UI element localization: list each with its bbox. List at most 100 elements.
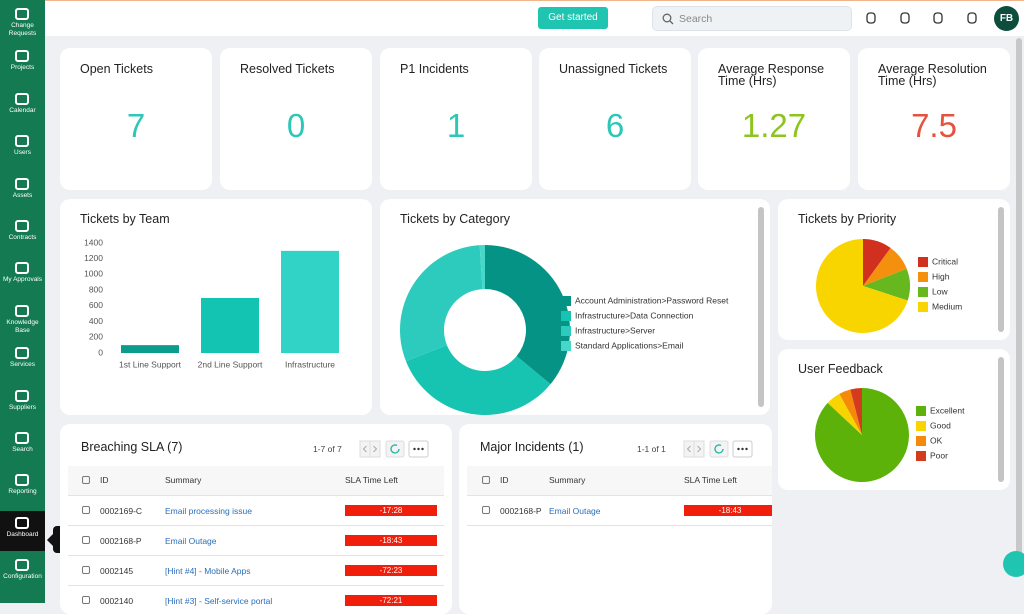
y-tick-label: 800 — [89, 284, 103, 294]
icon-shape — [362, 445, 367, 453]
next-button[interactable] — [693, 440, 705, 458]
nav-item[interactable]: Configuration — [0, 553, 45, 593]
pager-text: 1-1 of 1 — [637, 444, 666, 454]
get-started-button[interactable]: Get started — [538, 7, 608, 29]
nav-item[interactable]: Search — [0, 426, 45, 466]
prev-button[interactable] — [683, 440, 695, 458]
chart: Excellent Good OK Poor — [815, 388, 965, 482]
nav-item[interactable]: Dashboard — [0, 510, 45, 551]
card-scrollbar[interactable] — [998, 207, 1004, 332]
legend-swatch — [916, 421, 926, 431]
icon-shape — [662, 13, 672, 23]
chart-card: Tickets by Team 0 200 400 600 800 1000 1200 1400… — [60, 199, 372, 415]
icon-shape — [15, 304, 29, 317]
icon-shape — [967, 12, 977, 24]
refresh-button[interactable] — [709, 440, 729, 458]
nav-item[interactable]: Assets — [0, 172, 45, 212]
slice — [400, 245, 483, 362]
nav-item[interactable]: My Approvals — [0, 256, 45, 296]
sla-badge: -18:43 — [345, 535, 437, 546]
avatar[interactable]: FB — [994, 6, 1019, 31]
table-row: 0002169-C Email processing issue -17:28 — [68, 496, 444, 526]
search-box[interactable]: Search — [652, 6, 852, 31]
column-header: SLA Time Left — [684, 475, 737, 485]
column-header: Summary — [165, 475, 202, 485]
legend-swatch — [561, 311, 571, 321]
legend-label: Medium — [932, 301, 962, 311]
icon-shape — [15, 432, 29, 444]
table-title: Breaching SLA (7) — [81, 440, 183, 454]
nav-item[interactable]: Suppliers — [0, 384, 45, 424]
cell-summary[interactable]: Email Outage — [165, 536, 217, 546]
cell-id: 0002168-P — [100, 536, 142, 546]
table-row: 0002168-P Email Outage -18:43 — [467, 496, 772, 526]
nav-label: Dashboard — [6, 530, 39, 538]
icon-shape — [741, 447, 744, 451]
cell-id: 0002145 — [100, 566, 134, 576]
checkbox[interactable] — [82, 566, 90, 574]
cell-summary[interactable]: [Hint #3] - Self-service portal — [165, 596, 273, 606]
checkbox[interactable] — [82, 476, 90, 484]
nav-item[interactable]: Users — [0, 129, 45, 169]
next-button[interactable] — [369, 440, 381, 458]
legend-label: Excellent — [930, 405, 965, 415]
nav-label: Knowledge Base — [6, 318, 39, 334]
icon-shape — [15, 474, 29, 487]
cell-id: 0002169-C — [100, 506, 143, 516]
nav-label: Contracts — [8, 234, 37, 241]
y-tick-label: 1000 — [84, 269, 103, 279]
checkbox[interactable] — [482, 506, 490, 514]
kpi-card: Average Resolution Time (Hrs) 7.5 — [858, 48, 1010, 190]
nav-label: Reporting — [8, 488, 37, 496]
search-placeholder: Search — [679, 13, 713, 25]
slice — [405, 345, 551, 415]
checkbox[interactable] — [482, 476, 490, 484]
nav-item[interactable]: Services — [0, 341, 45, 381]
bar — [121, 345, 179, 353]
sidebar: Change Requests Projects Calendar Users Asse… — [0, 0, 45, 603]
nav-item[interactable]: Knowledge Base — [0, 299, 45, 339]
nav-label: Users — [14, 149, 31, 157]
chat-button[interactable] — [1003, 551, 1024, 577]
icon-shape — [745, 447, 748, 451]
pager-controls — [683, 440, 753, 458]
table-header: ID Summary SLA Time Left — [68, 466, 444, 496]
slice — [863, 239, 891, 286]
icon-shape — [686, 445, 691, 453]
legend-swatch — [561, 296, 571, 306]
cell-summary[interactable]: [Hint #4] - Mobile Apps — [165, 566, 251, 576]
toolbar-icon — [967, 12, 977, 24]
nav-icon — [15, 304, 29, 317]
column-header: Summary — [549, 475, 586, 485]
checkbox[interactable] — [82, 536, 90, 544]
tooltip-arrow — [47, 534, 53, 546]
table-row: 0002168-P Email Outage -18:43 — [68, 526, 444, 556]
nav-item[interactable]: Contracts — [0, 214, 45, 254]
slice — [816, 239, 908, 333]
legend-swatch — [916, 406, 926, 416]
refresh-button[interactable] — [385, 440, 405, 458]
icon-shape — [417, 447, 420, 451]
y-tick-label: 600 — [89, 300, 103, 310]
checkbox[interactable] — [82, 506, 90, 514]
nav-item[interactable]: Change Requests — [0, 2, 45, 42]
cell-summary[interactable]: Email Outage — [549, 506, 601, 516]
legend-label: Account Administration>Password Reset — [575, 295, 729, 305]
table-card: Breaching SLA (7) 1-7 of 7 ID Summary SLA Ti… — [60, 424, 452, 614]
legend-label: Good — [930, 420, 951, 430]
nav-item[interactable]: Reporting — [0, 468, 45, 508]
icon-shape — [15, 262, 29, 275]
icon-shape — [373, 445, 378, 453]
pager-controls — [359, 440, 429, 458]
nav-item[interactable]: Calendar — [0, 87, 45, 127]
bar — [201, 298, 259, 353]
card-scrollbar[interactable] — [758, 207, 764, 407]
cell-id: 0002140 — [100, 596, 134, 606]
prev-button[interactable] — [359, 440, 371, 458]
kpi-title: Unassigned Tickets — [559, 62, 668, 76]
scrollbar[interactable] — [1016, 38, 1022, 558]
cell-summary[interactable]: Email processing issue — [165, 506, 252, 516]
card-scrollbar[interactable] — [998, 357, 1004, 482]
nav-icon — [15, 389, 29, 402]
nav-item[interactable]: Projects — [0, 44, 45, 84]
